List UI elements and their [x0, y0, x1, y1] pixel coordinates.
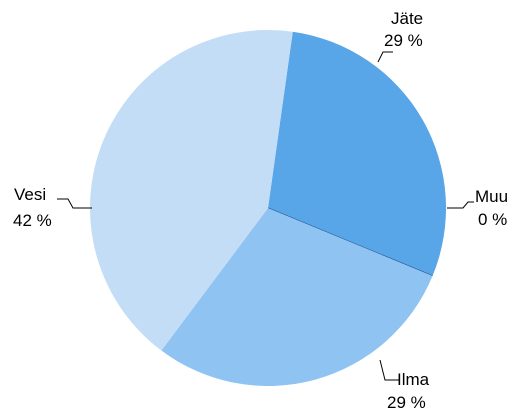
slice-value-ilma: 29 %: [387, 393, 426, 412]
label-group-muu: Muu 0 %: [447, 187, 508, 229]
label-group-vesi: Vesi 42 %: [13, 185, 92, 230]
slice-value-muu: 0 %: [478, 210, 507, 229]
pie-slice-ilma: [161, 208, 433, 386]
leader-line-jate: [377, 51, 393, 63]
leader-line-vesi: [57, 198, 92, 209]
slice-value-vesi: 42 %: [13, 211, 52, 230]
slice-value-jate: 29 %: [384, 31, 423, 50]
slice-label-jate: Jäte: [391, 9, 423, 28]
leader-line-ilma: [379, 359, 400, 381]
leader-line-muu: [447, 201, 474, 209]
pie-slice-vesi: [89, 29, 293, 351]
pie-slice-jate: [268, 31, 446, 276]
pie-slices: [89, 29, 446, 386]
label-group-ilma: Ilma 29 %: [379, 359, 430, 412]
slice-label-vesi: Vesi: [14, 185, 46, 204]
slice-label-ilma: Ilma: [397, 370, 430, 389]
label-group-jate: Jäte 29 %: [377, 9, 423, 63]
slice-label-muu: Muu: [475, 187, 508, 206]
